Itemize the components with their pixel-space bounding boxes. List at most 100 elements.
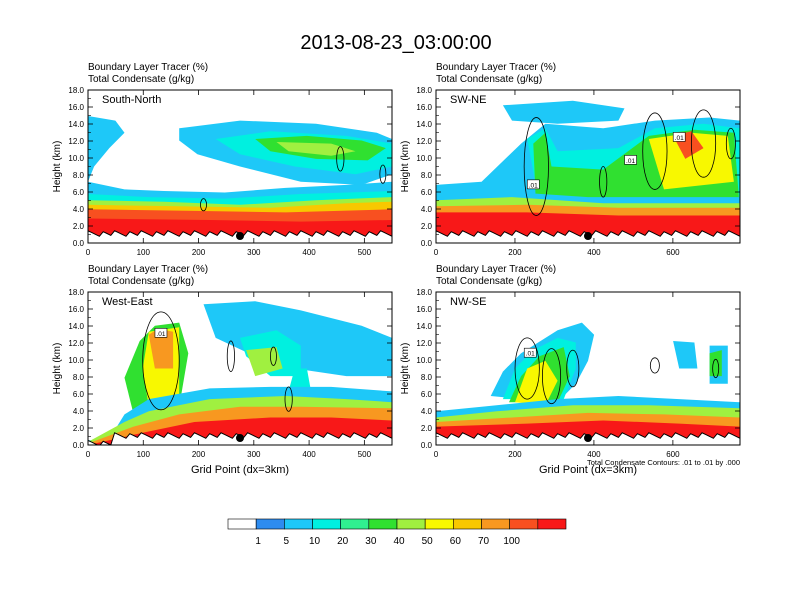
condensate-contour: [712, 358, 720, 379]
shaded-region: [246, 347, 283, 377]
colorbar-swatch: [424, 518, 454, 530]
panel-4: Boundary Layer Tracer (%) Total Condensat…: [400, 264, 741, 476]
condensate-contour: [226, 340, 235, 372]
shaded-region: [673, 341, 698, 369]
y-tick-label: 0.0: [421, 239, 433, 248]
colorbar-swatch: [312, 518, 341, 530]
contour-label-box: [672, 132, 686, 142]
x-tick-label: 0: [434, 450, 439, 459]
x-tick-label: 200: [508, 450, 522, 459]
y-tick-label: 12.0: [416, 137, 432, 146]
x-tick-label: 100: [137, 450, 151, 459]
panel-label: NW-SE: [450, 296, 486, 308]
colorbar-swatch: [227, 518, 257, 530]
colorbar-label: 70: [478, 536, 490, 547]
y-tick-label: 8.0: [73, 171, 85, 180]
y-tick-label: 14.0: [416, 322, 432, 331]
y-tick-label: 4.0: [421, 407, 433, 416]
x-tick-label: 300: [247, 450, 261, 459]
condensate-contour: [284, 386, 293, 412]
x-tick-label: 200: [192, 450, 206, 459]
condensate-contour: [690, 109, 717, 178]
condensate-contour: [142, 311, 180, 411]
y-tick-label: 0.0: [73, 239, 85, 248]
colorbar-swatch: [509, 518, 539, 530]
condensate-contour: [336, 146, 345, 172]
x-tick-label: 400: [302, 248, 316, 257]
shaded-region: [276, 142, 356, 156]
condensate-contour: [269, 346, 277, 366]
x-tick-label: 100: [137, 248, 151, 257]
colorbar-swatch: [255, 518, 285, 530]
colorbar-label: 5: [284, 536, 290, 547]
contour-label: .01: [675, 135, 684, 142]
condensate-contour: [566, 349, 580, 388]
x-axis-label: Grid Point (dx=3km): [539, 464, 637, 476]
colorbar-swatch: [340, 518, 370, 530]
condensate-contour: [200, 198, 207, 212]
y-tick-label: 16.0: [68, 305, 84, 314]
x-tick-label: 400: [587, 450, 601, 459]
colorbar-swatch: [284, 518, 313, 530]
y-tick-label: 2.0: [73, 424, 85, 433]
y-tick-label: 18.0: [416, 86, 432, 95]
y-tick-label: 10.0: [68, 356, 84, 365]
colorbar: 1 5 10 20 30 40 50 60 70 100: [227, 518, 567, 547]
colorbar-swatch: [453, 518, 482, 530]
panel-2: Boundary Layer Tracer (%)Total Condensat…: [400, 62, 741, 257]
colorbar-swatch: [481, 518, 510, 530]
location-marker: [584, 434, 592, 442]
y-tick-label: 8.0: [421, 373, 433, 382]
y-tick-label: 14.0: [68, 322, 84, 331]
y-axis-label: Height (km): [400, 141, 411, 193]
y-axis-label: Height (km): [400, 343, 411, 395]
y-tick-label: 4.0: [73, 407, 85, 416]
contour-label-box: [624, 155, 637, 165]
colorbar-label: 30: [365, 536, 377, 547]
x-tick-label: 400: [587, 248, 601, 257]
y-tick-label: 6.0: [421, 390, 433, 399]
colorbar-swatch: [537, 518, 567, 530]
shaded-region: [148, 328, 174, 369]
contour-label: .01: [156, 331, 165, 338]
y-tick-label: 16.0: [416, 305, 432, 314]
y-tick-label: 12.0: [68, 137, 84, 146]
plot-area: .01 .01 .01: [436, 90, 740, 243]
panel-label: South-North: [102, 94, 161, 106]
y-tick-label: 8.0: [73, 373, 85, 382]
condensate-contour: [599, 166, 608, 198]
panel-header-condensate: Total Condensate (g/kg): [88, 74, 194, 85]
y-tick-label: 10.0: [416, 356, 432, 365]
contour-label: .01: [529, 182, 538, 189]
x-axis-label: Grid Point (dx=3km): [191, 464, 289, 476]
contour-footnote: Total Condensate Contours: .01 to .01 by…: [587, 458, 740, 467]
contour-label: .01: [526, 351, 535, 358]
y-tick-label: 0.0: [421, 441, 433, 450]
y-tick-label: 2.0: [73, 222, 85, 231]
y-axis-label: Height (km): [52, 343, 63, 395]
location-marker: [236, 232, 244, 240]
y-tick-label: 8.0: [421, 171, 433, 180]
x-tick-label: 200: [508, 248, 522, 257]
y-tick-label: 6.0: [73, 390, 85, 399]
x-tick-label: 300: [247, 248, 261, 257]
panel-header-tracer: Boundary Layer Tracer (%): [436, 264, 556, 275]
x-tick-label: 0: [434, 248, 439, 257]
condensate-contour: [379, 164, 387, 184]
condensate-contour: [523, 117, 549, 216]
y-tick-label: 6.0: [421, 188, 433, 197]
y-tick-label: 18.0: [68, 86, 84, 95]
panel-header-tracer: Boundary Layer Tracer (%): [88, 62, 208, 73]
colorbar-swatch: [396, 518, 426, 530]
colorbar-label: 20: [337, 536, 349, 547]
figure-title: 2013-08-23_03:00:00: [300, 32, 492, 54]
y-tick-label: 14.0: [68, 120, 84, 129]
colorbar-swatch: [368, 518, 398, 530]
condensate-contour: [514, 337, 540, 400]
shaded-region: [648, 132, 734, 190]
panel-label: West-East: [102, 296, 153, 308]
panel-header-tracer: Boundary Layer Tracer (%): [436, 62, 556, 73]
y-tick-label: 16.0: [416, 103, 432, 112]
